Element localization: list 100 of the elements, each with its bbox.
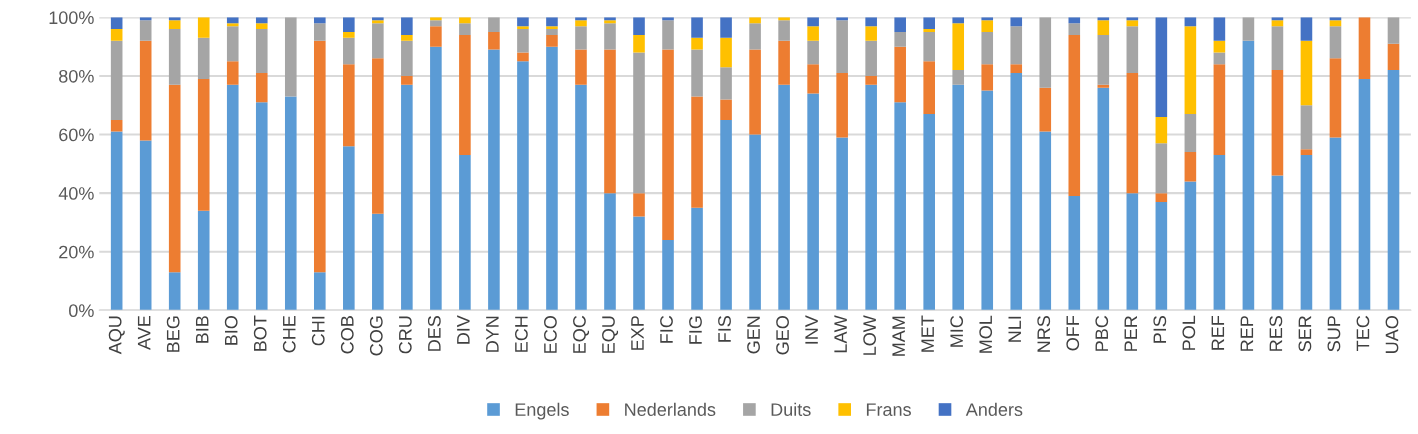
bar xyxy=(517,61,529,311)
bar xyxy=(720,99,732,120)
bar xyxy=(372,23,384,59)
bar xyxy=(168,272,181,311)
bar xyxy=(343,17,355,33)
x-tick-label: POL xyxy=(1182,315,1196,350)
legend-label: Duits xyxy=(771,402,811,416)
bar xyxy=(226,61,239,85)
bar xyxy=(401,34,413,41)
x-tick-label: MET xyxy=(921,315,934,352)
bar xyxy=(255,29,268,74)
x-tick-label: TEC xyxy=(1356,315,1370,351)
x-tick-label: DIV xyxy=(457,315,470,344)
x-tick-label: SER xyxy=(1298,316,1312,352)
bar xyxy=(691,96,703,208)
x-tick-label: OFF xyxy=(1066,315,1080,351)
bar xyxy=(1271,175,1284,311)
bar xyxy=(1242,17,1255,41)
bar xyxy=(865,17,877,27)
x-tick-label: MOL xyxy=(979,315,993,353)
bar xyxy=(1010,26,1023,65)
bar xyxy=(952,70,965,85)
bar xyxy=(1300,40,1313,106)
bar xyxy=(1213,17,1226,41)
bar xyxy=(1155,143,1168,194)
bar xyxy=(894,46,906,103)
bar xyxy=(488,32,500,50)
bar xyxy=(1358,17,1371,79)
x-tick-label: PIS xyxy=(1153,316,1167,343)
bar xyxy=(1329,20,1342,27)
bar xyxy=(430,26,442,47)
bar xyxy=(284,17,297,97)
bar xyxy=(1068,23,1081,35)
bar xyxy=(662,49,674,240)
legend-label: Nederlands xyxy=(625,402,716,416)
x-tick-label: RES xyxy=(1269,316,1283,351)
y-tick-label: 100% xyxy=(49,11,94,25)
bar xyxy=(1184,152,1197,182)
bar xyxy=(1184,26,1197,115)
bar xyxy=(1010,64,1023,74)
bar xyxy=(168,84,181,273)
bar xyxy=(226,23,239,27)
bar xyxy=(749,49,761,135)
bar xyxy=(1097,34,1110,85)
bar xyxy=(110,131,123,311)
x-tick-label: CHI xyxy=(311,316,325,346)
x-tick-label: FIG xyxy=(689,316,702,344)
bar xyxy=(1213,64,1226,156)
x-tick-label: PER xyxy=(1124,316,1137,351)
bar xyxy=(894,102,906,311)
bar xyxy=(952,23,965,71)
bar xyxy=(459,23,471,35)
bar xyxy=(401,84,413,311)
x-tick-label: GEN xyxy=(747,316,760,354)
bar xyxy=(865,26,877,41)
bar xyxy=(1300,17,1313,41)
bar xyxy=(575,26,587,50)
bar xyxy=(168,29,181,85)
bar xyxy=(139,20,152,41)
bar xyxy=(1387,17,1400,44)
bar xyxy=(633,17,645,35)
bar xyxy=(807,64,819,94)
bar xyxy=(923,32,935,62)
bar xyxy=(517,17,529,27)
bar xyxy=(575,49,587,85)
bar xyxy=(168,20,181,30)
bar xyxy=(720,119,732,311)
legend-label: Anders xyxy=(965,402,1023,416)
bar xyxy=(836,20,848,74)
y-tick-label: 40% xyxy=(58,187,94,200)
bar xyxy=(807,26,819,41)
bar xyxy=(1039,131,1052,311)
bar xyxy=(546,34,558,47)
bar xyxy=(1242,40,1255,311)
bar xyxy=(720,67,732,100)
bar xyxy=(197,210,210,311)
bar xyxy=(575,84,587,311)
bar xyxy=(197,37,210,79)
bar xyxy=(1155,193,1168,202)
bar xyxy=(1155,17,1168,117)
bar xyxy=(401,40,413,76)
bar xyxy=(372,213,384,311)
bar xyxy=(1329,26,1342,59)
bar xyxy=(720,37,732,68)
bar xyxy=(981,64,994,91)
bar xyxy=(284,96,297,311)
bar xyxy=(894,17,906,33)
bar xyxy=(1329,58,1342,138)
bar xyxy=(343,64,355,147)
x-tick-label: DYN xyxy=(486,316,499,352)
bar xyxy=(110,40,123,120)
x-tick-label: AQU xyxy=(108,316,125,355)
x-tick-label: COG xyxy=(369,316,383,356)
bar xyxy=(255,23,268,30)
x-tick-label: NRS xyxy=(1037,316,1051,352)
bar xyxy=(1184,181,1197,311)
bar xyxy=(633,216,645,311)
bar xyxy=(575,20,587,27)
x-tick-label: GEO xyxy=(776,316,789,355)
x-tick-label: EQC xyxy=(573,315,590,353)
